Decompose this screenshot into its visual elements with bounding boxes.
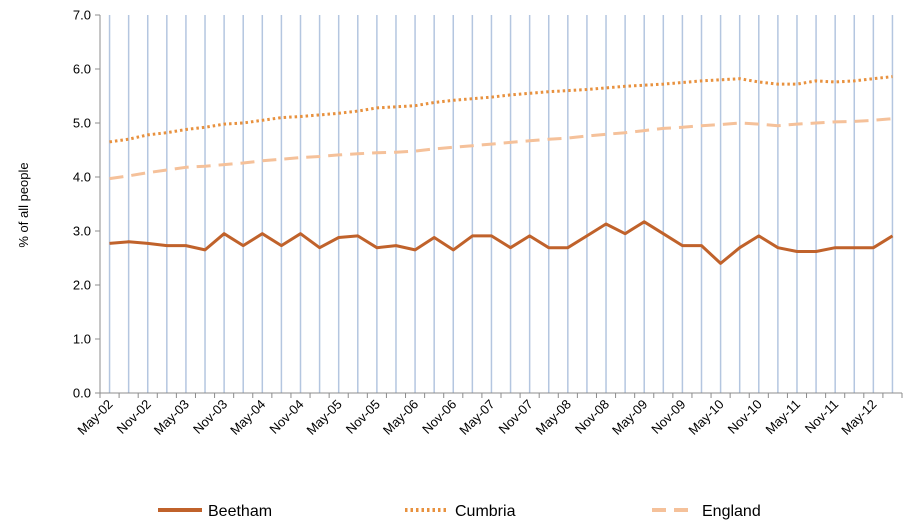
y-tick-label: 0.0 [73, 386, 91, 401]
x-axis-tick-labels: May-02Nov-02May-03Nov-03May-04Nov-04May-… [74, 393, 903, 438]
x-tick-label: May-12 [838, 397, 879, 438]
x-tick-label: May-03 [151, 397, 192, 438]
x-tick-label: May-07 [456, 397, 497, 438]
y-tick-label: 1.0 [73, 332, 91, 347]
y-tick-label: 3.0 [73, 224, 91, 239]
x-tick-label: May-06 [380, 397, 421, 438]
x-tick-label: May-08 [533, 397, 574, 438]
y-tick-label: 4.0 [73, 170, 91, 185]
y-axis-title: % of all people [16, 162, 31, 247]
legend-label-cumbria: Cumbria [455, 503, 516, 520]
vertical-gridlines [108, 15, 894, 393]
x-tick-label: Nov-03 [190, 397, 230, 437]
y-tick-label: 5.0 [73, 116, 91, 131]
series-line-england [109, 117, 893, 181]
x-tick-label: May-10 [685, 397, 726, 438]
x-tick-label: Nov-10 [725, 397, 765, 437]
series-line-cumbria [109, 75, 893, 144]
x-tick-label: May-05 [304, 397, 345, 438]
x-tick-label: Nov-07 [496, 397, 536, 437]
x-tick-label: Nov-11 [802, 397, 842, 437]
y-tick-label: 6.0 [73, 62, 91, 77]
series-lines [109, 75, 894, 265]
y-tick-label: 2.0 [73, 278, 91, 293]
x-tick-label: Nov-09 [648, 397, 688, 437]
x-tick-label: May-02 [74, 397, 115, 438]
axes [99, 15, 902, 394]
x-tick-label: Nov-04 [266, 397, 306, 437]
x-tick-label: Nov-02 [114, 397, 154, 437]
legend-label-england: England [702, 503, 761, 520]
x-tick-label: May-04 [227, 397, 268, 438]
y-axis-tick-labels: 0.0 1.0 2.0 3.0 4.0 5.0 6.0 7.0 [73, 8, 100, 401]
x-tick-label: Nov-08 [572, 397, 612, 437]
legend-label-beetham: Beetham [208, 503, 272, 520]
y-tick-label: 7.0 [73, 8, 91, 23]
series-line-beetham [109, 220, 894, 265]
x-tick-label: Nov-05 [343, 397, 383, 437]
x-tick-label: May-11 [763, 397, 804, 438]
x-tick-label: Nov-06 [419, 397, 459, 437]
legend: Beetham Cumbria England [158, 503, 761, 520]
x-tick-label: May-09 [609, 397, 650, 438]
